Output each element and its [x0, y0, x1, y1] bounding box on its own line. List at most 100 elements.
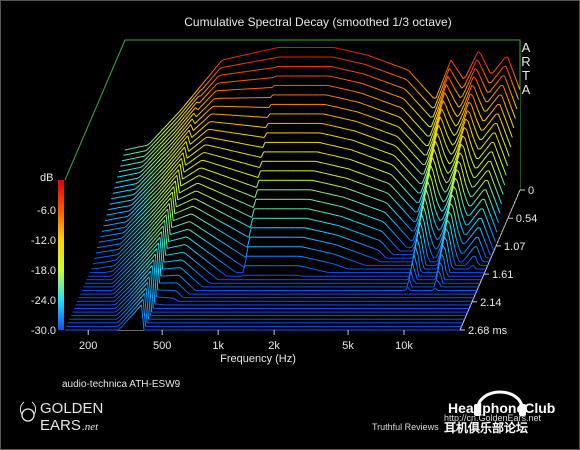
decay-slice-segment: [439, 90, 444, 98]
decay-slice-segment: [127, 148, 131, 150]
decay-slice-segment: [211, 74, 216, 78]
decay-slice-segment: [427, 138, 432, 146]
decay-slice-segment: [246, 237, 251, 248]
decay-slice-segment: [303, 236, 307, 239]
decay-slice-segment: [329, 173, 333, 176]
decay-slice-segment: [156, 140, 160, 145]
decay-slice-segment: [363, 73, 367, 76]
decay-slice-segment: [189, 205, 193, 208]
decay-slice-segment: [112, 292, 116, 295]
decay-slice-segment: [366, 185, 370, 187]
decay-slice-segment: [146, 234, 150, 238]
decay-slice-segment: [490, 116, 494, 121]
decay-slice-segment: [356, 101, 360, 103]
decay-slice-segment: [187, 228, 191, 231]
decay-slice-segment: [241, 212, 245, 215]
decay-slice-segment: [325, 261, 329, 264]
decay-slice-segment: [333, 194, 337, 197]
decay-slice-segment: [154, 146, 158, 150]
decay-slice-segment: [437, 270, 441, 275]
decay-slice-segment: [483, 126, 487, 131]
decay-slice-segment: [182, 177, 186, 180]
decay-slice-segment: [139, 193, 143, 197]
decay-slice-segment: [356, 261, 360, 264]
decay-slice-segment: [463, 249, 467, 254]
decay-slice-segment: [193, 183, 197, 186]
decay-slice-segment: [136, 244, 140, 248]
decay-slice-segment: [318, 210, 322, 213]
decay-slice-segment: [393, 134, 396, 137]
decay-slice-segment: [114, 269, 119, 274]
decay-slice-segment: [185, 107, 189, 112]
decay-slice-segment: [388, 162, 392, 165]
decay-slice-segment: [230, 168, 234, 171]
decay-slice-segment: [119, 241, 123, 245]
decay-slice-segment: [179, 141, 184, 145]
decay-slice-segment: [471, 120, 476, 129]
decay-slice-segment: [302, 246, 306, 248]
decay-slice-segment: [442, 163, 446, 170]
decay-slice-segment: [223, 242, 227, 246]
decay-slice-segment: [319, 269, 322, 272]
decay-slice-segment: [351, 260, 355, 262]
decay-slice-segment: [152, 191, 156, 196]
decay-slice-segment: [148, 231, 152, 235]
decay-slice-segment: [345, 247, 349, 250]
decay-slice-segment: [140, 227, 144, 232]
decay-slice-segment: [447, 76, 451, 81]
decay-slice-segment: [429, 143, 434, 152]
decay-slice-segment: [197, 90, 201, 95]
decay-slice-segment: [171, 192, 176, 214]
decay-slice-segment: [385, 181, 389, 184]
decay-slice-segment: [208, 72, 212, 77]
decay-slice-segment: [136, 172, 140, 174]
decay-slice-segment: [192, 96, 196, 100]
decay-slice-segment: [173, 141, 177, 146]
decay-slice-segment: [306, 237, 310, 239]
decay-slice-segment: [185, 127, 189, 131]
decay-slice-segment: [430, 119, 435, 127]
decay-slice-segment: [486, 145, 490, 150]
decay-slice-segment: [148, 188, 152, 192]
decay-slice-segment: [314, 170, 318, 173]
decay-slice-segment: [216, 82, 220, 85]
decay-slice-segment: [138, 221, 143, 226]
decay-slice-segment: [199, 104, 204, 108]
decay-slice-segment: [365, 255, 369, 257]
decay-slice-segment: [352, 209, 355, 212]
decay-slice-segment: [121, 247, 125, 252]
decay-slice-segment: [132, 212, 136, 216]
decay-slice-segment: [120, 206, 123, 208]
decay-slice-segment: [151, 209, 155, 213]
decay-slice-segment: [117, 290, 122, 294]
decay-slice-segment: [142, 245, 147, 249]
decay-slice-segment: [194, 233, 198, 236]
decay-slice-segment: [112, 192, 116, 194]
decay-slice-segment: [170, 155, 175, 160]
decay-slice-segment: [175, 158, 179, 162]
decay-slice-segment: [423, 252, 427, 266]
decay-slice-segment: [406, 135, 410, 140]
decay-slice-segment: [323, 261, 326, 263]
decay-slice-segment: [121, 250, 126, 255]
decay-slice-segment: [340, 137, 344, 139]
decay-slice-segment: [183, 236, 187, 239]
decay-slice-segment: [129, 223, 133, 227]
decay-slice-segment: [468, 101, 472, 105]
decay-slice-segment: [222, 262, 226, 266]
decay-slice-segment: [325, 231, 328, 234]
decay-slice-segment: [486, 129, 490, 134]
decay-slice-segment: [356, 71, 360, 74]
decay-slice-segment: [420, 105, 424, 110]
decay-slice-segment: [436, 94, 440, 102]
decay-slice-segment: [456, 180, 461, 192]
decay-slice-segment: [144, 239, 148, 244]
decay-slice-segment: [491, 123, 495, 128]
decay-slice-segment: [181, 135, 185, 140]
decay-slice-segment: [184, 113, 188, 118]
decay-slice-segment: [399, 217, 403, 221]
decay-slice-segment: [381, 253, 385, 257]
decay-slice-segment: [357, 141, 361, 144]
decay-slice-segment: [438, 108, 443, 117]
decay-slice-segment: [337, 265, 341, 267]
